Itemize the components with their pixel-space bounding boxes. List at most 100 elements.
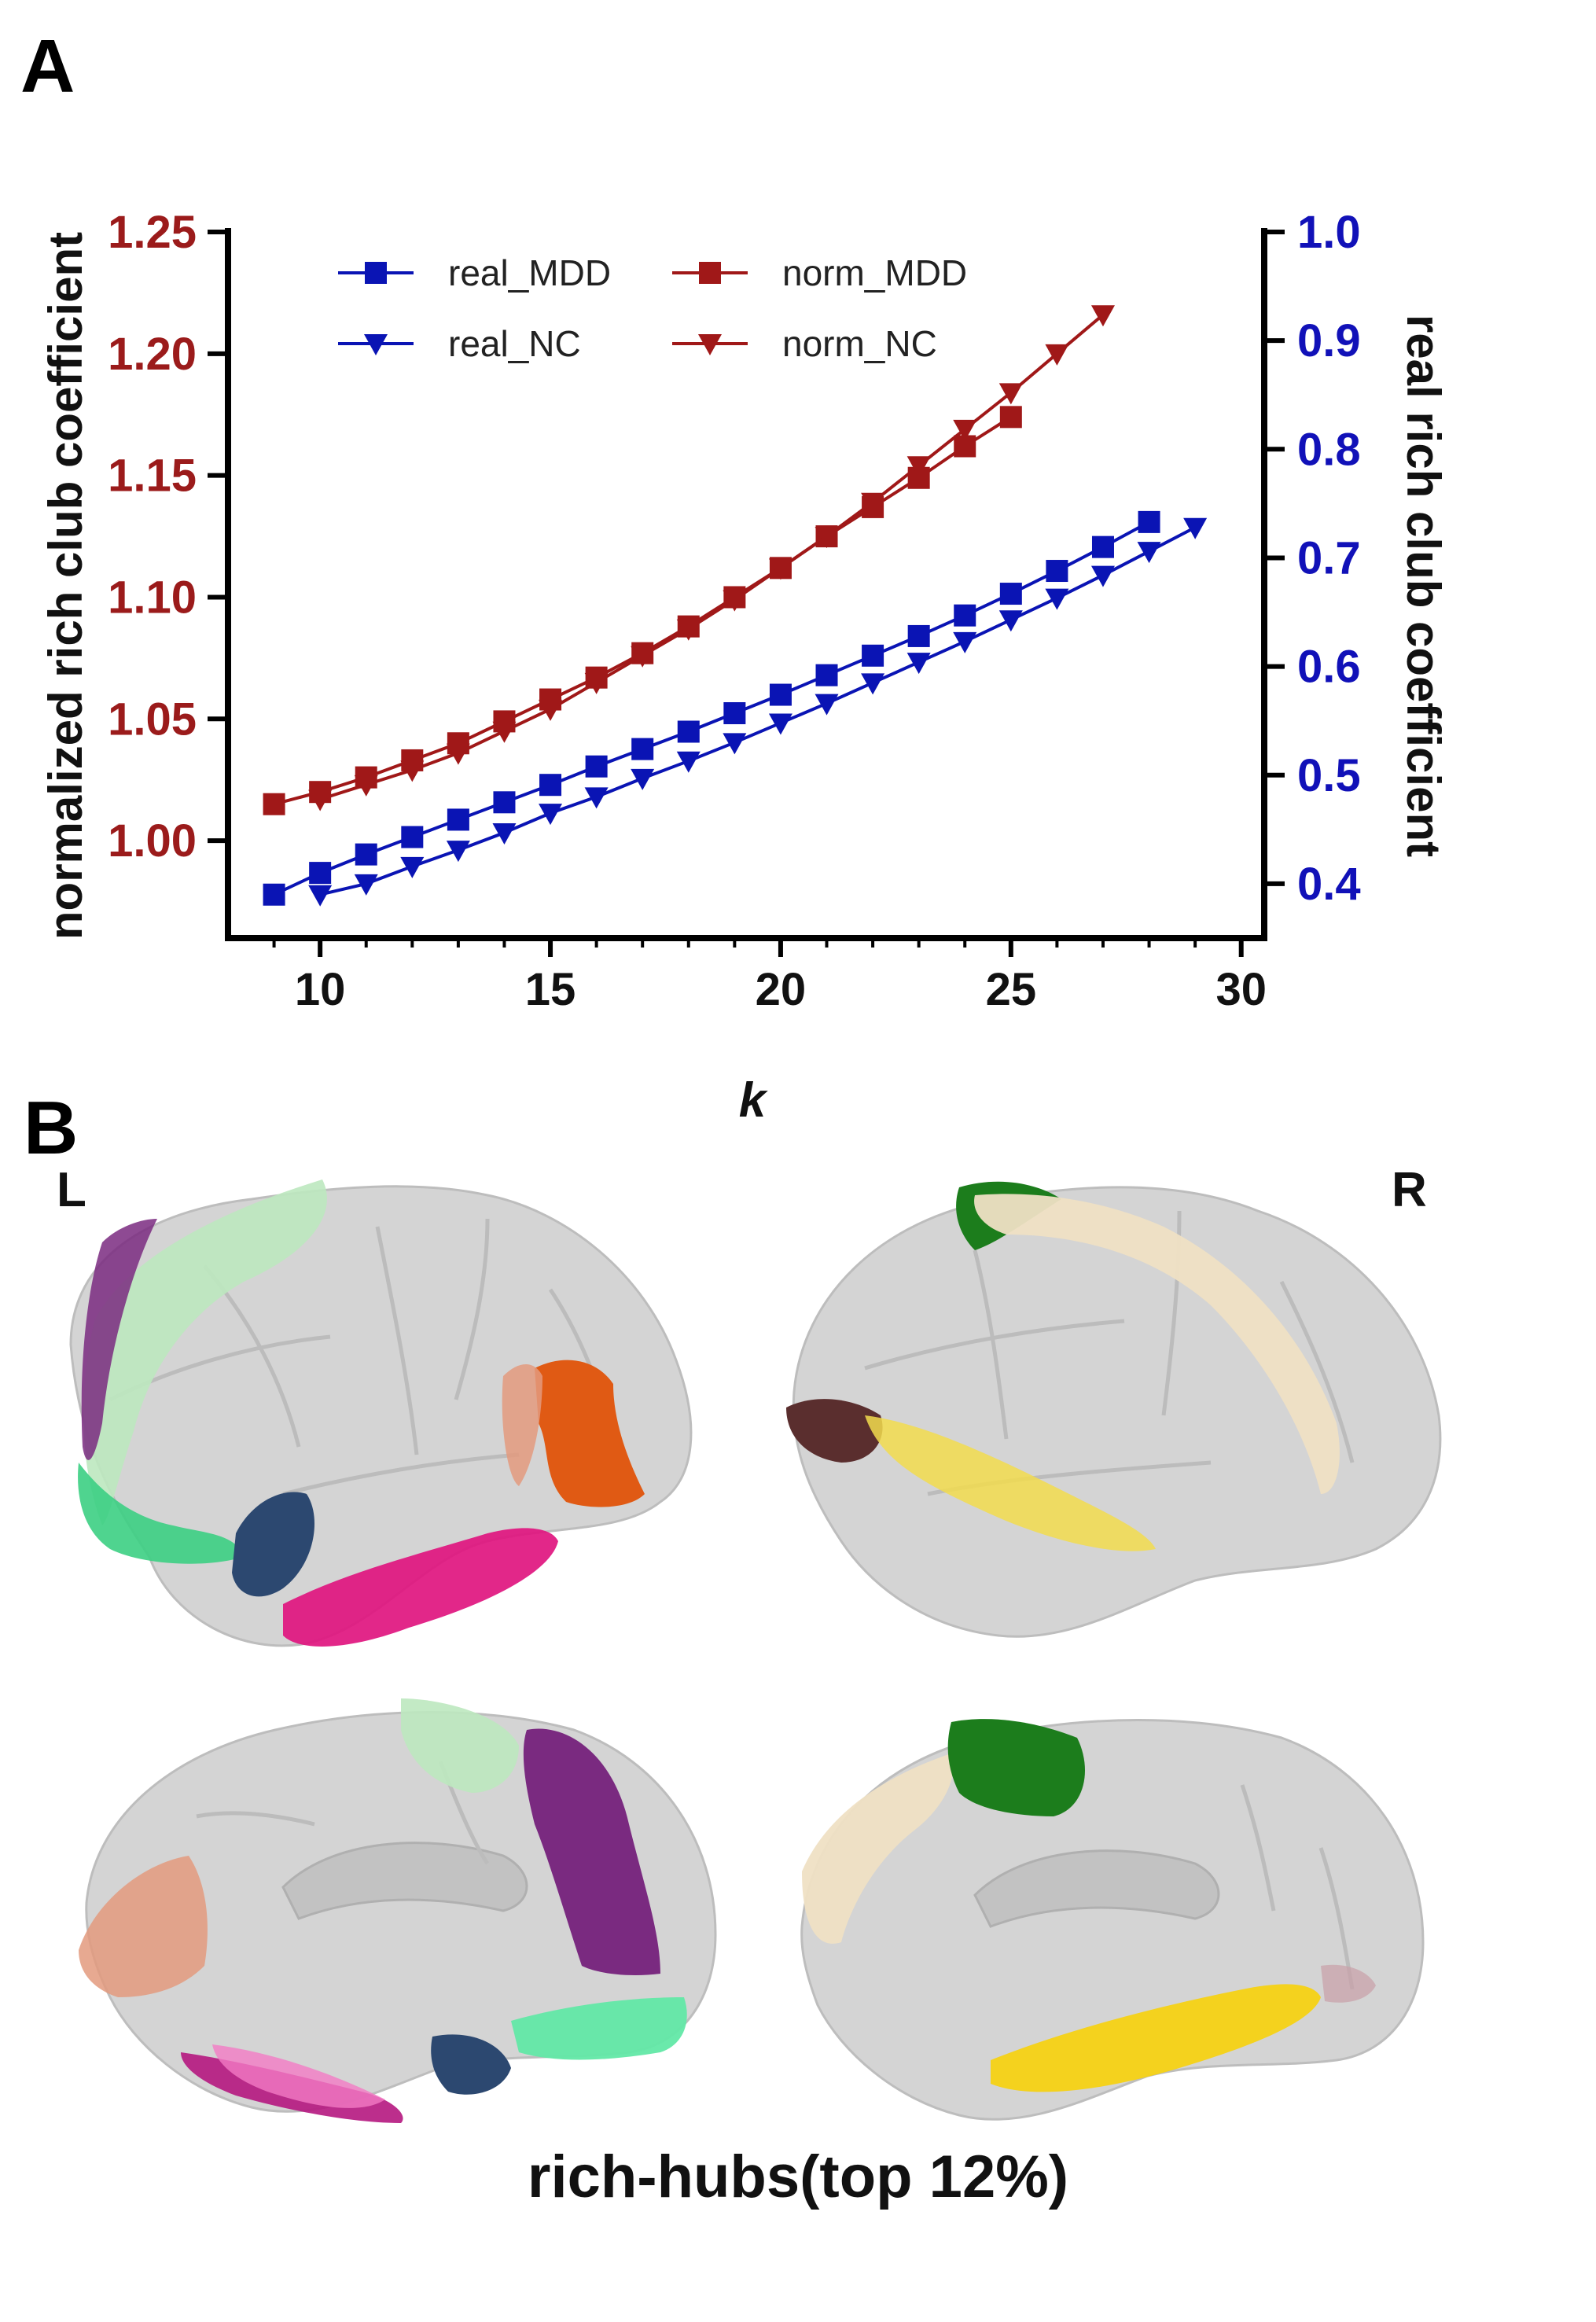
data-point-real_NC [723, 733, 747, 755]
right-y-tick-label: 1.0 [1297, 207, 1361, 258]
data-point-real_MDD [723, 702, 746, 725]
data-point-norm_NC [584, 672, 609, 694]
legend-label-real_NC: real_NC [448, 323, 581, 364]
data-point-real_NC [861, 673, 885, 695]
x-tick-label: 10 [295, 964, 346, 1015]
x-tick-label: 30 [1215, 964, 1267, 1015]
data-point-norm_NC [861, 492, 885, 514]
data-point-real_NC [492, 822, 517, 845]
data-point-norm_NC [815, 527, 839, 549]
data-point-real_MDD [631, 738, 654, 760]
x-tick-label: 20 [756, 964, 807, 1015]
left-hemisphere-label: L [57, 1163, 86, 1217]
data-point-real_MDD [309, 862, 332, 885]
data-point-real_NC [631, 768, 655, 790]
left-y-tick-label: 1.25 [108, 207, 197, 258]
right-y-tick-label: 0.6 [1297, 642, 1361, 693]
data-point-real_NC [768, 713, 792, 735]
data-point-real_MDD [1138, 510, 1160, 533]
data-point-real_NC [354, 874, 378, 896]
data-point-real_MDD [677, 720, 700, 743]
data-point-real_NC [446, 841, 470, 863]
data-point-norm_NC [354, 775, 378, 797]
data-point-real_NC [953, 631, 977, 653]
legend-marker-norm_MDD [699, 262, 721, 284]
brain-left-lateral [69, 1179, 693, 1647]
data-point-norm_NC [539, 699, 563, 721]
series-line-norm_NC [319, 313, 1105, 801]
left-y-tick-label: 1.00 [108, 815, 197, 867]
data-point-real_MDD [355, 843, 377, 866]
legend-label-norm_MDD: norm_MDD [782, 252, 967, 293]
data-point-real_MDD [815, 664, 838, 686]
panel-b-label: B [24, 1086, 79, 1170]
data-point-real_MDD [447, 808, 469, 831]
data-point-real_MDD [862, 644, 884, 667]
data-point-real_MDD [1091, 535, 1114, 558]
data-point-real_MDD [263, 883, 285, 906]
data-point-real_NC [400, 856, 425, 878]
data-point-real_NC [676, 751, 701, 773]
x-tick-label: 25 [986, 964, 1037, 1015]
data-point-real_MDD [769, 683, 792, 706]
data-point-norm_NC [953, 419, 977, 441]
data-point-norm_NC [998, 383, 1023, 405]
data-point-real_NC [998, 610, 1023, 632]
left-y-axis-title: normalized rich club coefficient [39, 232, 92, 940]
data-point-real_MDD [401, 826, 424, 848]
data-point-norm_NC [768, 558, 792, 580]
left-y-tick-label: 1.20 [108, 329, 197, 380]
left-y-tick-label: 1.10 [108, 572, 197, 623]
data-point-norm_NC [492, 721, 517, 743]
data-point-norm_NC [1045, 344, 1069, 366]
rich-club-chart: 10 15 20 25 30 1.00 1.05 1.10 1.15 1.20 1.25 0.4 0.5… [39, 207, 1450, 1117]
x-axis-title: k [739, 1073, 769, 1117]
legend-label-norm_NC: norm_NC [782, 323, 937, 364]
right-y-tick-label: 0.8 [1297, 424, 1361, 475]
data-point-norm_NC [723, 590, 747, 612]
x-tick-label: 15 [525, 964, 576, 1015]
data-point-real_MDD [907, 624, 930, 647]
data-point-norm_NC [631, 646, 655, 668]
data-point-real_NC [906, 653, 931, 675]
legend-marker-real_NC [364, 334, 388, 355]
data-point-real_MDD [999, 583, 1022, 605]
right-y-tick-label: 0.7 [1297, 532, 1361, 583]
right-y-tick-label: 0.9 [1297, 315, 1361, 366]
left-y-tick-label: 1.15 [108, 451, 197, 502]
data-point-real_MDD [539, 774, 562, 797]
data-point-norm_NC [906, 456, 931, 478]
brain-right-lateral [786, 1181, 1442, 1638]
data-point-real_MDD [493, 791, 516, 814]
data-point-real_NC [815, 694, 839, 716]
data-point-norm_NC [1090, 305, 1115, 327]
data-point-real_NC [1090, 565, 1115, 587]
figure-caption: rich-hubs(top 12%) [527, 2144, 1069, 2210]
data-point-norm_NC [400, 760, 425, 782]
legend-marker-real_MDD [365, 262, 387, 284]
right-y-axis-title: real rich club coefficient [1397, 315, 1450, 857]
data-point-norm_NC [446, 743, 470, 765]
legend-label-real_MDD: real_MDD [448, 252, 611, 293]
data-point-real_NC [308, 885, 333, 907]
data-point-real_MDD [585, 755, 608, 778]
data-point-real_NC [539, 804, 563, 826]
right-hemisphere-label: R [1392, 1163, 1427, 1217]
right-y-tick-label: 0.4 [1297, 859, 1361, 910]
left-y-tick-label: 1.05 [108, 694, 197, 745]
panel-a-label: A [20, 24, 75, 109]
data-point-real_NC [1183, 517, 1208, 539]
brain-right-medial [800, 1719, 1425, 2121]
brain-left-medial [79, 1698, 717, 2123]
legend-marker-norm_NC [698, 334, 722, 355]
right-y-tick-label: 0.5 [1297, 750, 1361, 801]
data-point-norm_NC [308, 789, 333, 811]
data-point-real_NC [1045, 588, 1069, 610]
data-point-norm_MDD [999, 406, 1022, 429]
data-point-real_MDD [1046, 560, 1068, 583]
data-point-norm_MDD [263, 793, 285, 815]
data-point-real_MDD [954, 604, 976, 627]
data-point-real_NC [584, 787, 609, 809]
data-point-norm_NC [676, 619, 701, 641]
data-point-real_NC [1137, 542, 1161, 564]
